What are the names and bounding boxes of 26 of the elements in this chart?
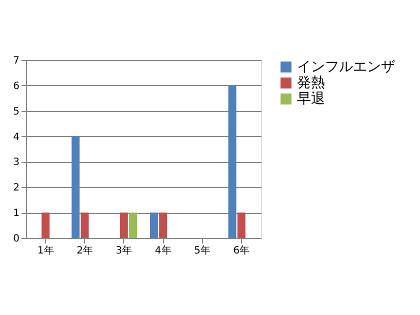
bar [42,212,50,238]
x-tick-label: 5年 [194,244,210,256]
bar [159,212,168,238]
bar [72,136,80,238]
bar [237,212,246,238]
y-tick-label: 2 [13,182,20,194]
bar [120,212,128,238]
y-tick-label: 4 [13,132,20,143]
bar [129,212,138,238]
bar [228,85,236,238]
legend-label: インフルエンザ [297,59,395,75]
y-tick-label: 6 [13,80,20,92]
bar [80,212,89,238]
y-tick-label: 7 [13,56,20,66]
x-tick-label: 1年 [37,244,54,256]
legend-label: 早退 [297,91,325,107]
y-tick-label: 5 [13,106,20,118]
x-tick-label: 3年 [116,244,132,256]
y-tick-label: 0 [13,234,20,244]
x-tick-label: 2年 [76,244,93,256]
y-tick-label: 1 [13,208,20,220]
y-tick-label: 3 [13,157,20,168]
legend-label: 発熱 [297,75,325,91]
x-tick-label: 4年 [154,244,172,256]
bar [150,212,158,238]
x-tick-label: 6年 [233,244,250,256]
